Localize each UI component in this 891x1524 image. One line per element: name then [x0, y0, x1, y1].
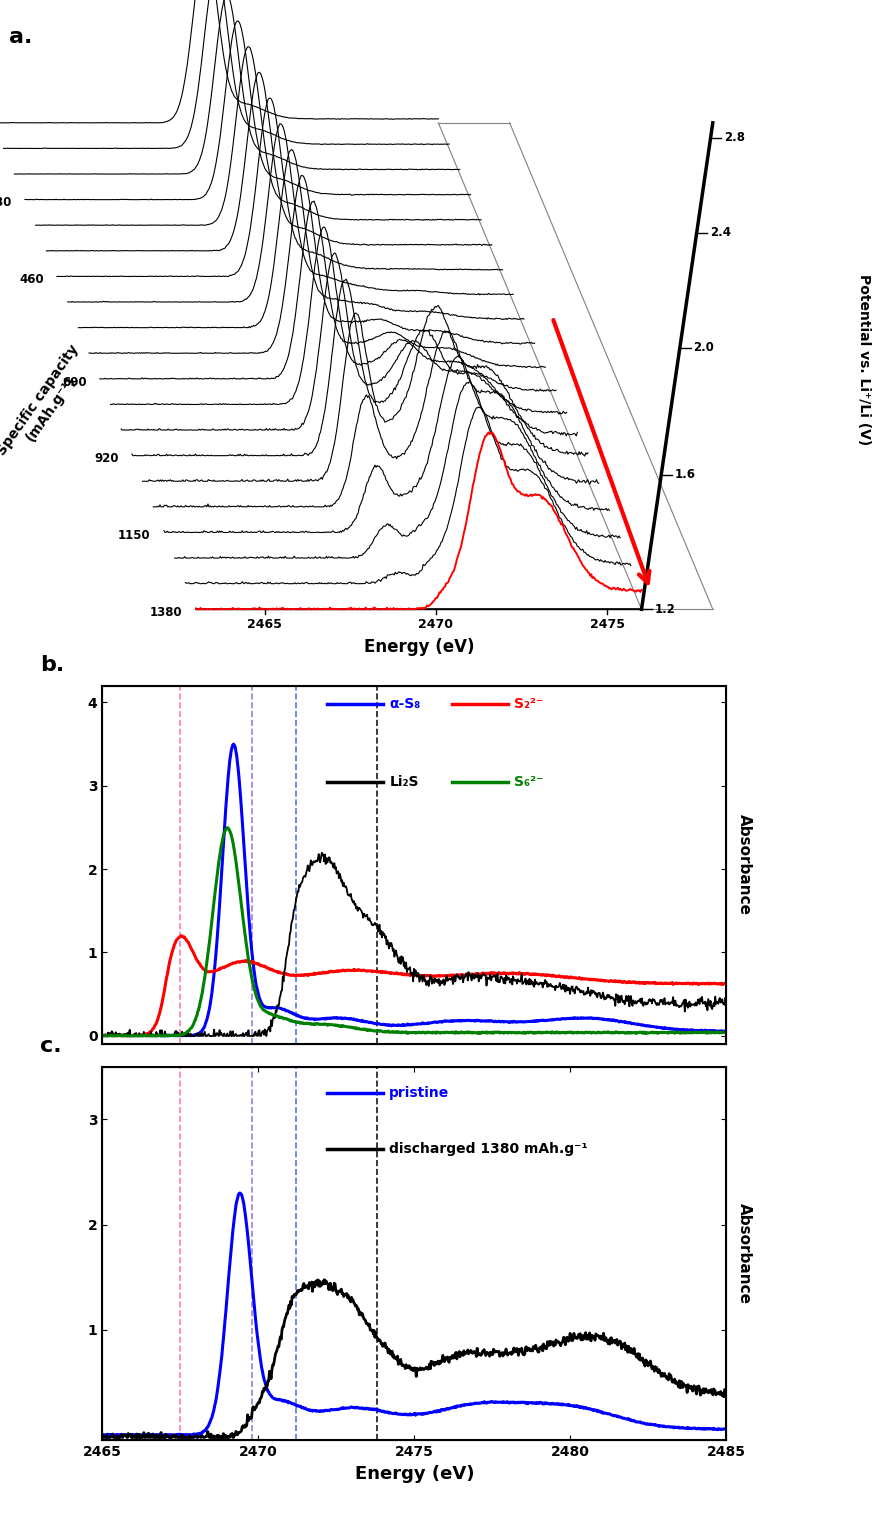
Text: 230: 230 [0, 197, 12, 209]
X-axis label: Energy (eV): Energy (eV) [355, 1465, 474, 1483]
Text: S₆²⁻: S₆²⁻ [514, 776, 544, 789]
Text: 1.2: 1.2 [655, 604, 675, 616]
Text: 1380: 1380 [150, 607, 183, 619]
Text: c.: c. [40, 1036, 61, 1056]
Text: 2470: 2470 [419, 617, 454, 631]
Text: Potential vs. Li⁺/Li (V): Potential vs. Li⁺/Li (V) [857, 274, 871, 445]
Text: Energy (eV): Energy (eV) [364, 639, 474, 657]
Text: 460: 460 [19, 273, 44, 287]
Text: discharged 1380 mAh.g⁻¹: discharged 1380 mAh.g⁻¹ [389, 1141, 588, 1155]
Text: 920: 920 [94, 453, 119, 465]
Text: 1.6: 1.6 [674, 468, 696, 482]
Text: Li₂S: Li₂S [389, 776, 419, 789]
Text: 2.8: 2.8 [724, 131, 745, 143]
Text: 2465: 2465 [247, 617, 282, 631]
Text: S₂²⁻: S₂²⁻ [514, 696, 544, 710]
Text: a.: a. [9, 27, 32, 47]
Y-axis label: Absorbance: Absorbance [737, 1202, 752, 1305]
Y-axis label: Absorbance: Absorbance [737, 814, 752, 916]
Text: 690: 690 [61, 375, 86, 389]
Text: 2.0: 2.0 [693, 341, 714, 354]
Text: b.: b. [40, 655, 64, 675]
Text: 1150: 1150 [118, 529, 151, 543]
Text: α-S₈: α-S₈ [389, 696, 421, 710]
Text: Specific capacity
(mAh.g⁻¹): Specific capacity (mAh.g⁻¹) [0, 341, 94, 466]
Text: 2.4: 2.4 [710, 227, 731, 239]
Text: pristine: pristine [389, 1087, 450, 1100]
Text: 2475: 2475 [590, 617, 625, 631]
